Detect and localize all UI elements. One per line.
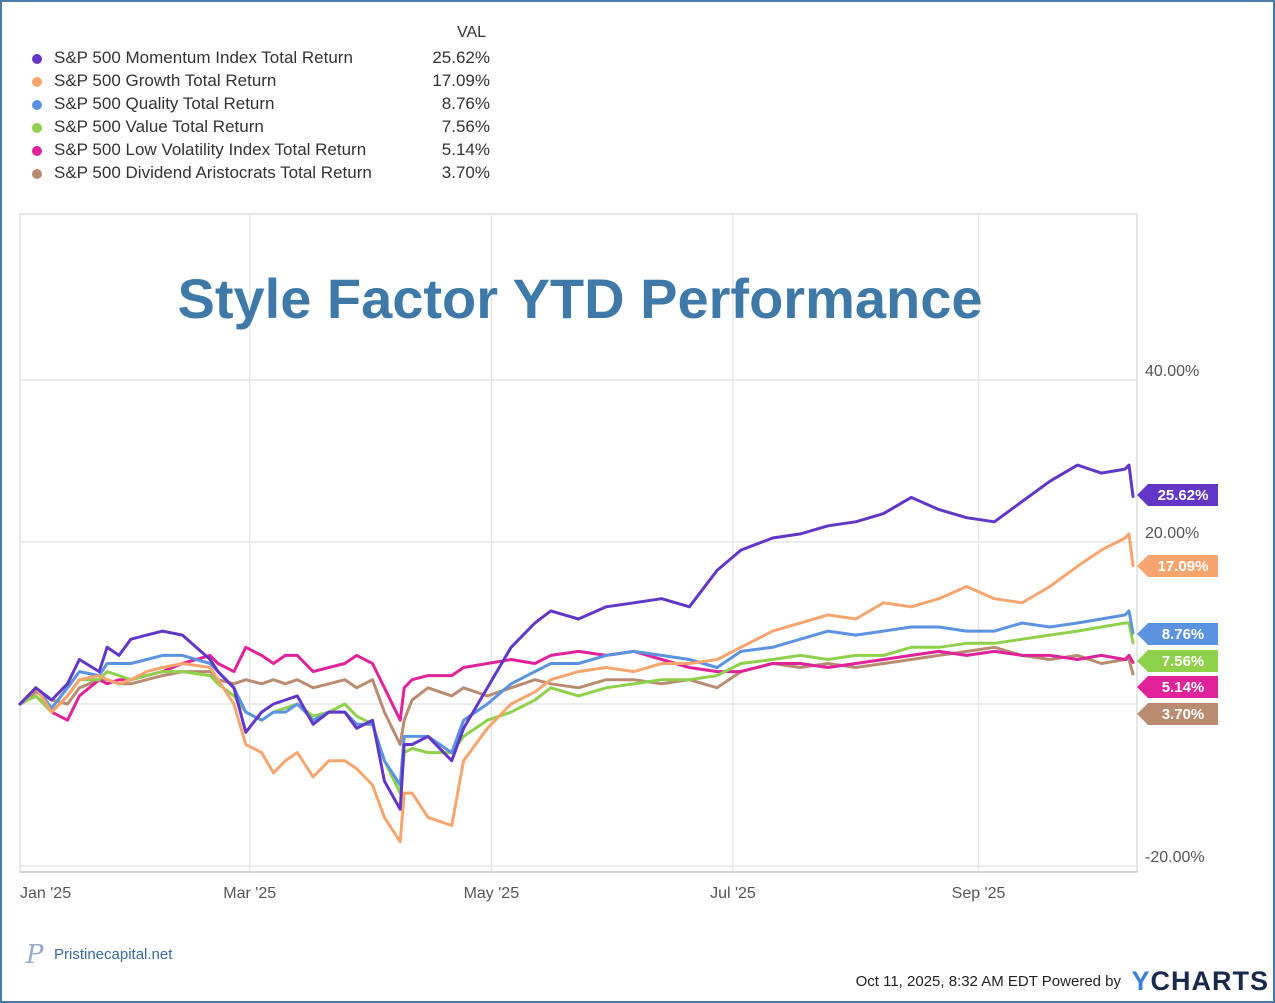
x-tick-label: Jan '25 (20, 885, 71, 902)
legend-dot-icon (32, 54, 42, 64)
y-axis-ticks: 40.00% 20.00% -20.00% (1145, 363, 1205, 866)
legend-item-label: S&P 500 Dividend Aristocrats Total Retur… (54, 163, 372, 182)
series-line-2[interactable] (18, 609, 1135, 787)
x-tick-label: May '25 (464, 885, 520, 902)
legend-item-value: 17.09% (432, 71, 490, 90)
footer: Oct 11, 2025, 8:32 AM EDT Powered by YCH… (856, 966, 1269, 1000)
last-value-tag-0: 25.62% (1137, 484, 1218, 506)
last-value-tag-label: 3.70% (1162, 706, 1205, 723)
grid (19, 213, 1138, 873)
last-value-tag-shape (1137, 676, 1218, 698)
last-value-tag-shape (1137, 650, 1218, 672)
y-tick-label: 20.00% (1145, 525, 1199, 542)
x-axis-ticks: Jan '25 Mar '25 May '25 Jul '25 Sep '25 (20, 885, 1006, 902)
chart-title: Style Factor YTD Performance (177, 267, 982, 330)
legend-item-value: 5.14% (441, 140, 490, 159)
last-value-tag-label: 25.62% (1158, 487, 1209, 504)
legend-dot-icon (32, 169, 42, 179)
last-value-tag-label: 5.14% (1162, 679, 1205, 696)
y-tick-label: 40.00% (1145, 363, 1199, 380)
x-tick-label: Jul '25 (710, 885, 756, 902)
last-value-tag-2: 8.76% (1137, 623, 1218, 645)
legend-item-momentum[interactable]: S&P 500 Momentum Index Total Return 25.6… (32, 48, 502, 70)
legend-item-value: 7.56% (441, 117, 490, 136)
last-value-tag-shape (1137, 703, 1218, 725)
last-value-tag-label: 8.76% (1162, 626, 1205, 643)
legend-item-label: S&P 500 Growth Total Return (54, 71, 277, 90)
last-value-tag-shape (1137, 484, 1218, 506)
legend-item-low-volatility[interactable]: S&P 500 Low Volatility Index Total Retur… (32, 140, 502, 162)
legend-item-label: S&P 500 Low Volatility Index Total Retur… (54, 140, 367, 159)
series-line-5[interactable] (18, 645, 1135, 746)
legend-item-label: S&P 500 Momentum Index Total Return (54, 48, 353, 67)
series-line-0[interactable] (18, 463, 1135, 811)
legend-dot-icon (32, 146, 42, 156)
last-value-tag-5: 3.70% (1137, 703, 1218, 725)
y-tick-label: -20.00% (1145, 849, 1205, 866)
legend-item-value: 3.70% (441, 163, 490, 182)
ycharts-logo-rest: CHARTS (1150, 966, 1269, 996)
legend-item-value: 8.76% (441, 94, 490, 113)
logo-mark-icon: P (26, 940, 44, 970)
last-value-tag-1: 17.09% (1137, 555, 1218, 577)
legend-item-label: S&P 500 Quality Total Return (54, 94, 275, 113)
last-value-tags: 25.62% 17.09% 8.76% 7.56% 5.14% 3.70% (1137, 484, 1218, 725)
legend-item-dividend-aristocrats[interactable]: S&P 500 Dividend Aristocrats Total Retur… (32, 163, 502, 185)
legend-item-growth[interactable]: S&P 500 Growth Total Return 17.09% (32, 71, 502, 93)
last-value-tag-label: 7.56% (1162, 653, 1205, 670)
last-value-tag-4: 5.14% (1137, 676, 1218, 698)
last-value-tag-shape (1137, 623, 1218, 645)
series-lines (18, 463, 1135, 844)
last-value-tag-label: 17.09% (1158, 558, 1209, 575)
ycharts-logo: YCHARTS (1131, 966, 1269, 996)
series-line-1[interactable] (18, 532, 1135, 844)
logo-text: Pristinecapital.net (54, 946, 173, 963)
last-value-tag-shape (1137, 555, 1218, 577)
legend-item-label: S&P 500 Value Total Return (54, 117, 264, 136)
legend-item-value: 25.62% (432, 48, 490, 67)
x-tick-label: Sep '25 (952, 885, 1006, 902)
legend-dot-icon (32, 77, 42, 87)
legend-dot-icon (32, 123, 42, 133)
legend-item-value-factor[interactable]: S&P 500 Value Total Return 7.56% (32, 117, 502, 139)
last-value-tag-3: 7.56% (1137, 650, 1218, 672)
legend-item-quality[interactable]: S&P 500 Quality Total Return 8.76% (32, 94, 502, 116)
legend-value-header: VAL (457, 24, 487, 41)
series-line-3[interactable] (18, 621, 1135, 795)
ycharts-logo-y: Y (1131, 966, 1151, 996)
legend-dot-icon (32, 100, 42, 110)
footer-timestamp: Oct 11, 2025, 8:32 AM EDT Powered by (855, 973, 1122, 990)
x-tick-label: Mar '25 (223, 885, 276, 902)
